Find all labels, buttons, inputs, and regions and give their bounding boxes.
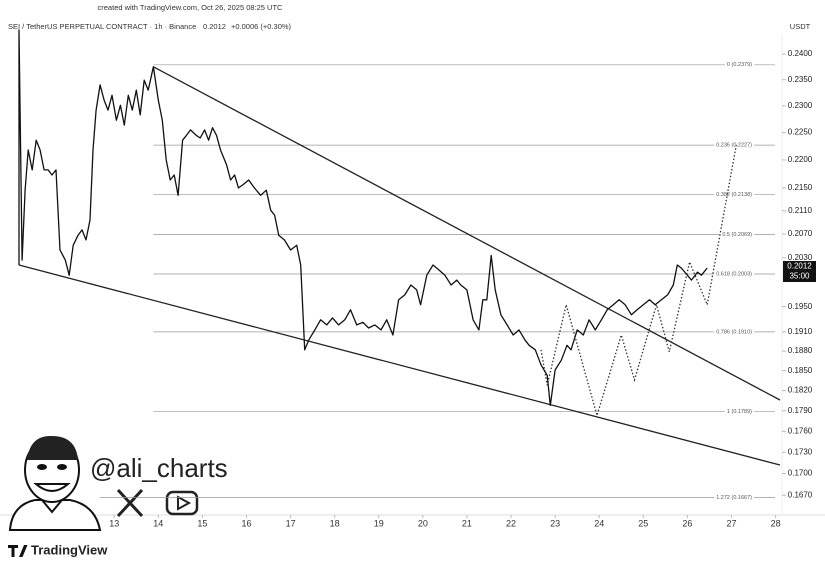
fib-label: 1 (0.1789) (727, 409, 752, 415)
y-tick-label: 0.2250 (788, 128, 813, 137)
y-tick-label: 0.1880 (788, 346, 813, 355)
x-tick-label: 25 (638, 518, 648, 528)
fib-label: 0 (0.2379) (727, 62, 752, 68)
currency: USDT (790, 22, 811, 31)
fib-label-bg (724, 62, 755, 69)
author-handle: @ali_charts (90, 453, 228, 483)
x-tick-label: 23 (550, 518, 560, 528)
fib-label-bg (724, 408, 755, 415)
trendline (18, 264, 781, 466)
x-tick-label: 19 (374, 518, 384, 528)
fib-label-bg (714, 271, 755, 278)
y-tick-label: 0.1950 (788, 302, 813, 311)
x-tick-label: 13 (109, 518, 119, 528)
fib-label: 0.236 (0.2227) (716, 143, 752, 149)
fib-label: 1.272 (0.1667) (716, 495, 752, 501)
fib-label: 0.618 (0.2003) (716, 271, 752, 277)
y-tick-label: 0.1820 (788, 386, 813, 395)
x-tick-label: 26 (682, 518, 692, 528)
y-tick-label: 0.1850 (788, 366, 813, 375)
y-tick-label: 0.1910 (788, 327, 813, 336)
y-tick-label: 0.1730 (788, 447, 813, 456)
watermark: created with TradingView.com, Oct 26, 20… (98, 3, 284, 12)
y-tick-label: 0.2200 (788, 155, 813, 164)
x-tick-label: 14 (153, 518, 163, 528)
y-tick-label: 0.1790 (788, 406, 813, 415)
fib-label-bg (714, 329, 755, 336)
y-tick-label: 0.2110 (788, 206, 812, 215)
x-icon[interactable] (116, 488, 144, 518)
fib-label-bg (714, 494, 755, 501)
x-tick-label: 27 (726, 518, 736, 528)
price-tag: 0.2012 35:00 (783, 261, 816, 282)
y-tick-label: 0.2070 (788, 229, 813, 238)
x-tick-label: 17 (286, 518, 296, 528)
y-tick-label: 0.1700 (788, 469, 813, 478)
fib-label-bg (720, 232, 755, 239)
x-tick-label: 18 (330, 518, 340, 528)
x-tick-label: 28 (771, 518, 781, 528)
fib-label: 0.382 (0.2138) (716, 192, 752, 198)
youtube-icon[interactable] (165, 490, 199, 516)
brand: TradingView (31, 542, 108, 557)
fib-label-bg (714, 192, 755, 199)
last-price: 0.2012 (203, 22, 226, 31)
price-change: +0.0006 (+0.30%) (231, 22, 292, 31)
trendline (153, 66, 781, 401)
y-tick-label: 0.1670 (788, 490, 813, 499)
x-tick-label: 16 (241, 518, 251, 528)
symbol: SEI / TetherUS PERPETUAL CONTRACT · 1h ·… (8, 22, 196, 31)
price-line (18, 29, 708, 407)
y-tick-label: 0.2300 (788, 101, 813, 110)
y-tick-label: 0.2350 (788, 75, 813, 84)
fib-label: 0.5 (0.2069) (722, 232, 752, 238)
x-tick-label: 15 (197, 518, 207, 528)
fib-label-bg (714, 142, 755, 149)
avatar (8, 435, 102, 531)
fib-label: 0.786 (0.1910) (716, 329, 752, 335)
y-tick-label: 0.2150 (788, 183, 813, 192)
y-tick-label: 0.2030 (788, 253, 813, 262)
x-tick-label: 20 (418, 518, 428, 528)
y-tick-label: 0.1760 (788, 426, 813, 435)
x-tick-label: 22 (506, 518, 516, 528)
price-tag-value: 0.2012 (787, 262, 812, 271)
projection-line (540, 144, 737, 418)
brand-logo: TradingView (8, 542, 108, 557)
countdown: 35:00 (789, 272, 810, 281)
y-tick-label: 0.2400 (788, 49, 813, 58)
x-tick-label: 21 (462, 518, 472, 528)
x-tick-label: 24 (594, 518, 604, 528)
